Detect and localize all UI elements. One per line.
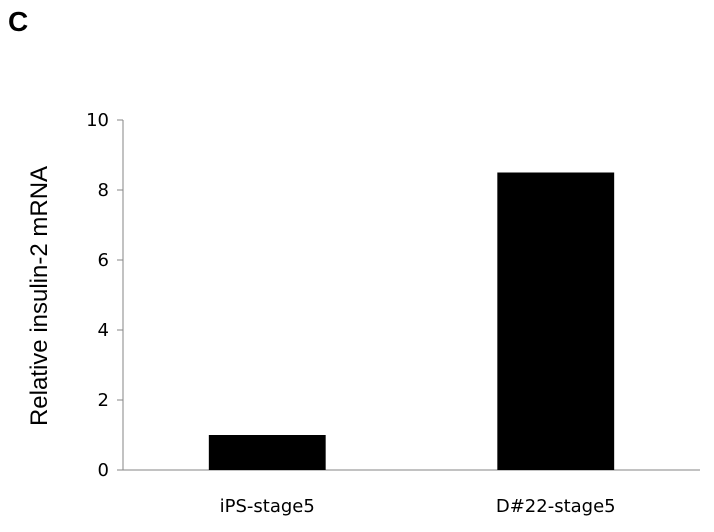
y-tick-label: 6 bbox=[98, 250, 109, 271]
y-tick-label: 10 bbox=[86, 110, 109, 131]
bar-1 bbox=[208, 435, 326, 470]
y-axis-title: Relative insulin-2 mRNA bbox=[26, 166, 53, 426]
x-axis: iPS-stage5 D#22-stage5 bbox=[123, 469, 700, 517]
y-axis: 0 2 4 6 8 10 bbox=[86, 110, 124, 481]
y-tick-label: 8 bbox=[98, 180, 109, 201]
bars bbox=[208, 172, 615, 470]
x-category-label: iPS-stage5 bbox=[220, 496, 315, 517]
y-tick-label: 4 bbox=[98, 320, 109, 341]
bar-2 bbox=[497, 172, 615, 470]
x-category-label: D#22-stage5 bbox=[496, 496, 616, 517]
y-tick-label: 0 bbox=[98, 460, 109, 481]
panel-label: C bbox=[8, 6, 29, 37]
y-tick-label: 2 bbox=[98, 390, 109, 411]
